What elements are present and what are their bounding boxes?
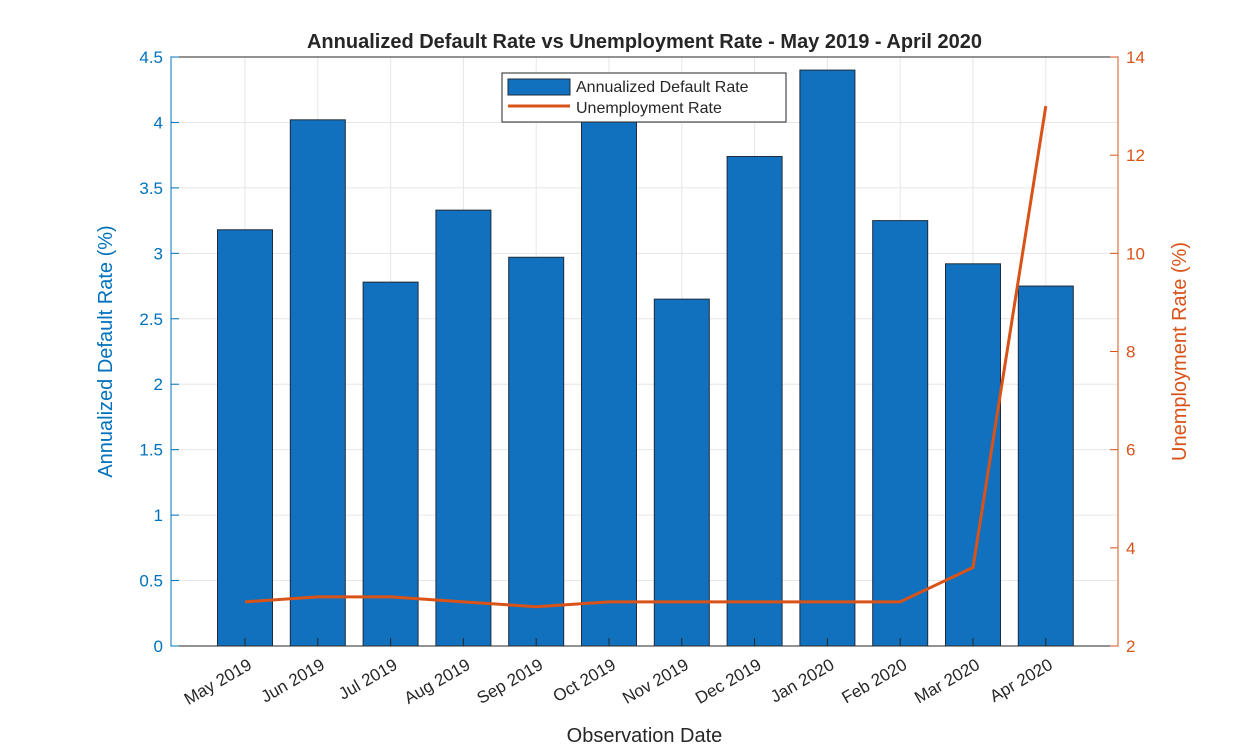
unemployment-line — [244, 105, 1048, 609]
bar — [362, 281, 419, 647]
x-tick-label: Jul 2019 — [335, 655, 400, 704]
right-tick-label: 14 — [1126, 48, 1145, 67]
bar — [289, 119, 346, 647]
bars — [217, 69, 1074, 647]
left-tick-label: 4 — [154, 113, 163, 132]
bar — [799, 69, 856, 647]
legend-swatch-bar — [507, 78, 571, 96]
legend-label-unemployment: Unemployment Rate — [576, 100, 722, 117]
left-tick-label: 1.5 — [139, 441, 163, 460]
right-axis-ticks: 2 4 6 8 10 12 14 — [1110, 48, 1145, 656]
right-tick-label: 8 — [1126, 343, 1135, 362]
x-tick-label: Apr 2020 — [987, 655, 1056, 706]
bar — [508, 256, 565, 647]
x-tick-label: Nov 2019 — [619, 655, 692, 708]
bar — [581, 115, 637, 647]
chart-title: Annualized Default Rate vs Unemployment … — [307, 31, 982, 53]
left-tick-label: 2 — [154, 375, 163, 394]
x-tick-label: Jan 2020 — [767, 655, 837, 706]
x-axis-label: Observation Date — [567, 725, 723, 747]
left-tick-label: 3.5 — [139, 179, 163, 198]
right-tick-label: 6 — [1126, 441, 1135, 460]
left-tick-label: 4.5 — [139, 48, 163, 67]
x-tick-label: May 2019 — [181, 655, 255, 709]
x-tick-label: Jun 2019 — [258, 655, 328, 706]
left-axis-ticks: 0 0.5 1 1.5 2 2.5 3 3.5 4 4.5 — [139, 48, 179, 656]
bar — [653, 298, 710, 647]
bar — [217, 229, 273, 647]
x-tick-label: Oct 2019 — [550, 655, 619, 706]
lines — [244, 105, 1048, 609]
left-tick-label: 2.5 — [139, 310, 163, 329]
x-tick-label: Dec 2019 — [692, 655, 765, 708]
right-tick-label: 10 — [1126, 244, 1145, 263]
bar — [872, 220, 929, 647]
bar — [435, 209, 492, 647]
x-tick-label: Sep 2019 — [474, 655, 547, 708]
x-tick-label: Aug 2019 — [401, 655, 474, 708]
left-axis-label: Annualized Default Rate (%) — [95, 225, 117, 477]
x-axis-ticks: May 2019 Jun 2019 Jul 2019 Aug 2019 Sep 2019… — [181, 638, 1056, 709]
x-tick-label: Feb 2020 — [838, 655, 910, 707]
x-tick-label: Mar 2020 — [911, 655, 983, 707]
right-tick-label: 12 — [1126, 146, 1145, 165]
left-tick-label: 3 — [154, 244, 163, 263]
left-tick-label: 1 — [154, 506, 163, 525]
right-axis-label: Unemployment Rate (%) — [1169, 242, 1191, 461]
bar — [726, 155, 783, 647]
left-tick-label: 0.5 — [139, 572, 163, 591]
legend-label-default-rate: Annualized Default Rate — [576, 79, 749, 96]
right-tick-label: 4 — [1126, 539, 1135, 558]
bar — [1017, 285, 1074, 647]
right-tick-label: 2 — [1126, 637, 1135, 656]
left-tick-label: 0 — [154, 637, 163, 656]
legend: Annualized Default Rate Unemployment Rat… — [501, 72, 787, 123]
